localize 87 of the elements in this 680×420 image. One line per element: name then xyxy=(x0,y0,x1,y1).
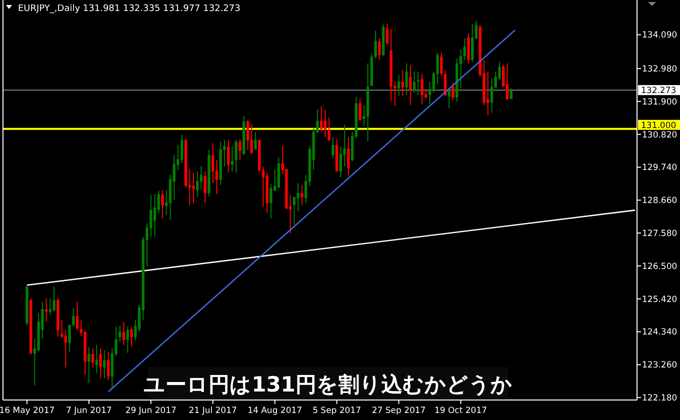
candlestick xyxy=(440,52,443,76)
candlestick xyxy=(506,62,509,100)
y-tick-label: 131.900 xyxy=(642,97,678,108)
candlestick xyxy=(320,106,323,132)
candlestick xyxy=(230,146,234,172)
candlestick xyxy=(332,136,334,159)
candlestick xyxy=(172,154,176,200)
candlestick xyxy=(192,172,195,204)
candlestick xyxy=(153,194,156,238)
ref-line-label: 131.000 xyxy=(641,120,676,131)
ref-line-label: 132.273 xyxy=(641,86,676,96)
candlestick xyxy=(91,348,94,368)
y-tick-label: 125.420 xyxy=(642,294,678,305)
candlestick xyxy=(412,71,416,94)
candlestick xyxy=(467,33,470,64)
x-tick-label: 27 Sep 2017 xyxy=(372,406,426,416)
y-tick-label: 128.660 xyxy=(642,196,678,206)
candlestick xyxy=(409,64,412,106)
candlestick xyxy=(88,346,90,384)
candlestick xyxy=(401,70,404,96)
candlestick xyxy=(196,171,199,198)
candlestick xyxy=(106,351,110,380)
candlestick xyxy=(126,326,129,354)
annotation: ユーロ円は131円を割り込むかどうか xyxy=(144,372,512,396)
candlestick xyxy=(72,308,75,328)
candlestick xyxy=(490,78,494,114)
x-tick-label: 19 Oct 2017 xyxy=(434,406,488,416)
candlestick xyxy=(270,184,272,219)
candlestick xyxy=(68,324,71,352)
x-tick-label: 29 Jun 2017 xyxy=(125,406,176,416)
candlestick xyxy=(95,344,98,374)
candlestick xyxy=(44,298,48,322)
candlestick xyxy=(386,22,388,46)
candlestick xyxy=(347,136,350,176)
candlestick xyxy=(52,286,56,312)
candlestick xyxy=(130,326,133,348)
y-tick-label: 123.260 xyxy=(642,360,678,371)
text: EURJPY_,Daily 131.981 132.335 131.977 132.273 xyxy=(18,4,240,14)
candlestick xyxy=(122,321,126,346)
x-tick-label: 14 Aug 2017 xyxy=(248,406,302,416)
candlestick xyxy=(48,298,52,316)
candlestick xyxy=(374,30,377,59)
candlestick xyxy=(204,171,206,204)
candlestick xyxy=(343,124,346,168)
candlestick xyxy=(254,131,257,150)
candlestick xyxy=(234,139,238,173)
candlestick xyxy=(103,350,106,379)
x-tick-label: 7 Jun 2017 xyxy=(66,406,112,416)
y-tick-label: 126.500 xyxy=(642,262,678,272)
y-tick-label: 124.340 xyxy=(642,328,678,338)
y-tick-label: 129.740 xyxy=(642,163,678,174)
candlestick xyxy=(161,190,164,219)
candlestick xyxy=(339,146,342,178)
candlestick xyxy=(76,301,79,330)
candlestick xyxy=(405,62,408,96)
candlestick xyxy=(292,196,296,226)
candlestick xyxy=(215,159,218,195)
candlestick xyxy=(300,184,304,206)
candlestick xyxy=(296,182,300,212)
x-tick-label: 16 May 2017 xyxy=(0,406,55,416)
x-tick-label: 5 Sep 2017 xyxy=(312,406,362,416)
candlestick xyxy=(324,109,327,138)
candlestick xyxy=(358,98,362,122)
candlestick xyxy=(227,139,230,173)
candlestick xyxy=(250,123,253,154)
candlestick xyxy=(328,116,330,141)
candlestick xyxy=(200,166,203,190)
candlestick xyxy=(471,24,474,62)
candlestick xyxy=(212,142,214,184)
y-tick-label: 122.180 xyxy=(642,394,678,404)
y-tick-label: 130.820 xyxy=(642,130,678,140)
candlestick xyxy=(397,74,400,96)
candlestick xyxy=(378,38,381,61)
candlestick xyxy=(180,134,184,164)
y-tick-label: 134.090 xyxy=(642,30,678,41)
candlestick xyxy=(463,38,466,61)
candlestick xyxy=(416,71,420,96)
candlestick xyxy=(99,348,102,379)
candlestick xyxy=(64,329,68,368)
y-tick-label: 127.580 xyxy=(642,229,678,240)
candlestick xyxy=(420,74,424,105)
candlestick xyxy=(150,194,152,238)
candlestick xyxy=(246,120,250,150)
x-tick-label: 21 Jul 2017 xyxy=(188,406,237,416)
candlestick xyxy=(452,82,454,100)
y-tick-label: 132.980 xyxy=(642,64,678,75)
candlestick xyxy=(238,138,242,160)
